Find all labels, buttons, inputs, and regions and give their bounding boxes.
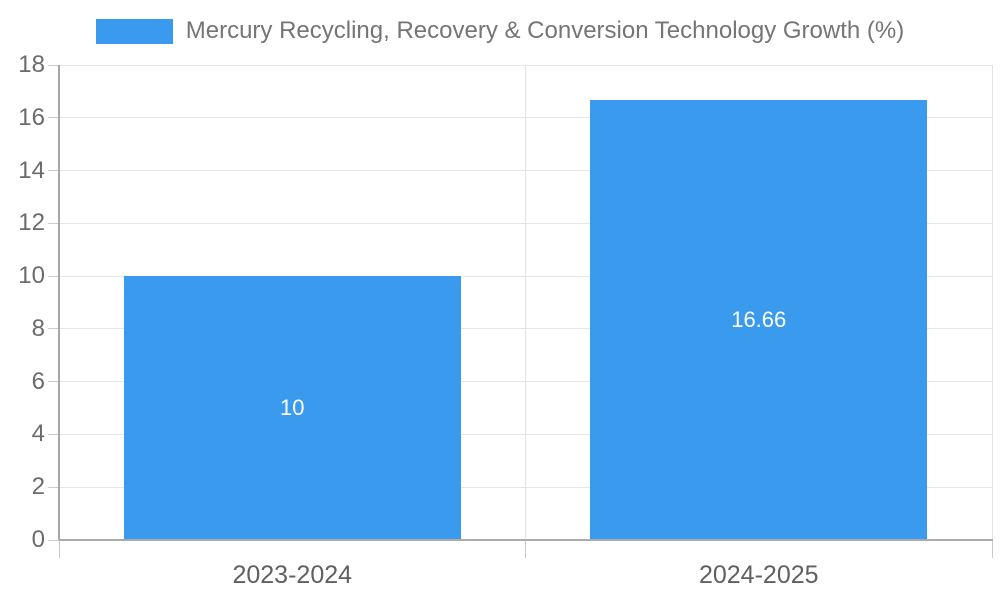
- x-axis-tick: [991, 540, 993, 558]
- x-axis-line: [59, 539, 993, 541]
- y-axis-tick: [48, 433, 59, 435]
- y-tick-label: 4: [31, 420, 45, 448]
- x-axis-tick: [58, 540, 60, 558]
- y-tick-label: 12: [18, 209, 45, 237]
- y-axis-tick: [48, 170, 59, 172]
- y-axis-tick: [48, 328, 59, 330]
- y-tick-label: 18: [18, 51, 45, 78]
- y-tick-label: 14: [18, 156, 45, 184]
- x-category-label: 2023-2024: [232, 561, 353, 589]
- legend-label: Mercury Recycling, Recovery & Conversion…: [185, 17, 905, 44]
- y-axis-tick: [48, 275, 59, 277]
- category-boundary-gridline: [525, 65, 526, 540]
- y-tick-label: 0: [31, 526, 45, 553]
- legend[interactable]: Mercury Recycling, Recovery & Conversion…: [0, 17, 1000, 45]
- x-axis-tick: [525, 540, 526, 558]
- y-tick-label: 2: [31, 473, 45, 501]
- y-axis-line: [58, 65, 60, 540]
- category-boundary-gridline: [991, 65, 993, 540]
- bar[interactable]: [590, 100, 928, 540]
- x-category-label: 2024-2025: [698, 561, 819, 589]
- y-axis-tick: [48, 64, 59, 66]
- y-tick-label: 16: [18, 103, 45, 131]
- y-axis-tick: [48, 222, 59, 224]
- y-axis-tick: [48, 381, 59, 383]
- bar-value-label: 10: [279, 395, 305, 421]
- legend-swatch: [95, 18, 173, 44]
- y-tick-label: 6: [31, 367, 45, 395]
- y-axis-tick: [48, 539, 59, 541]
- y-tick-label: 8: [31, 314, 45, 342]
- y-axis-tick: [48, 486, 59, 488]
- y-axis-tick: [48, 117, 59, 119]
- bar-value-label: 16.66: [731, 307, 787, 333]
- bar[interactable]: [123, 276, 461, 540]
- y-tick-label: 10: [18, 262, 45, 290]
